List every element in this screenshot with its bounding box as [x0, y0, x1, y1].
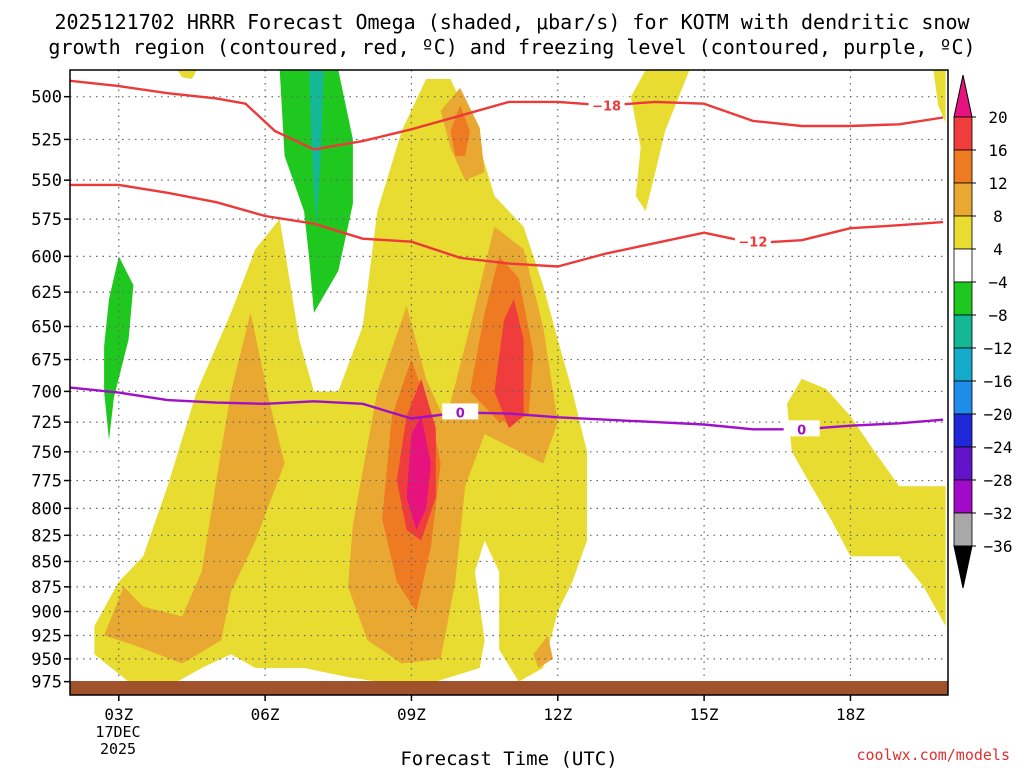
contour-label-2: 0	[456, 406, 465, 421]
plot-area: −18 −12 0 0	[69, 69, 949, 696]
x-tick-label: 18Z	[836, 705, 865, 724]
x-date-day: 17DEC	[95, 723, 140, 741]
colorbar-segment	[953, 413, 973, 448]
ground-strip	[70, 681, 948, 695]
colorbar-label: −24	[984, 438, 1013, 457]
shaded-regions	[94, 70, 946, 682]
omega-region--4-16	[104, 256, 134, 441]
y-tick-label: 900	[31, 603, 62, 623]
contour-label-bg	[442, 403, 479, 420]
colorbar-label: 4	[993, 240, 1003, 259]
contour-label-bg	[588, 96, 625, 113]
x-tick-label: 03Z	[104, 705, 133, 724]
colorbar-label: −12	[984, 339, 1013, 358]
x-axis-label: Forecast Time (UTC)	[400, 748, 617, 768]
y-tick-label: 575	[31, 210, 62, 230]
y-axis: 500 525 550 575 600 625 650 675 700 725 750 775 800 8…	[31, 88, 70, 693]
colorbar-segment	[953, 215, 973, 250]
y-tick-label: 675	[31, 351, 62, 371]
contour-label-3: 0	[797, 423, 806, 438]
chart-title-line1: 2025121702 HRRR Forecast Omega (shaded, …	[54, 10, 970, 34]
omega-region-8-5	[104, 312, 285, 664]
colorbar-label: −36	[984, 537, 1013, 556]
y-tick-label: 825	[31, 526, 62, 546]
plot-border	[69, 69, 949, 696]
colorbar-segment	[953, 314, 973, 349]
y-tick-label: 725	[31, 413, 62, 433]
chart-title-line2: growth region (contoured, red, ºC) and f…	[48, 35, 975, 59]
colorbar-segment	[953, 248, 973, 283]
omega-region-4-3	[177, 70, 197, 79]
y-tick-label: 600	[31, 247, 62, 267]
colorbar-bottom-arrow	[953, 545, 973, 589]
colorbar-label: 16	[988, 141, 1007, 160]
grid-lines	[70, 70, 948, 695]
omega-region-4-1	[630, 70, 690, 212]
credit-text: coolwx.com/models	[856, 746, 1010, 764]
contour--18	[70, 79, 944, 151]
y-tick-label: 925	[31, 627, 62, 647]
y-tick-label: 750	[31, 443, 62, 463]
x-tick-label: 06Z	[251, 705, 280, 724]
y-tick-label: 650	[31, 317, 62, 337]
contour-label-bg	[783, 420, 820, 437]
colorbar-segment	[953, 347, 973, 382]
x-axis: 03Z 06Z 09Z 12Z 15Z 18Z	[104, 695, 865, 724]
colorbar-label: −32	[984, 504, 1013, 523]
x-tick-label: 09Z	[397, 705, 426, 724]
x-tick-label: 15Z	[690, 705, 719, 724]
colorbar-segment	[953, 479, 973, 514]
omega-region-4-4	[787, 378, 946, 626]
colorbar-segment	[953, 149, 973, 184]
y-tick-label: 550	[31, 171, 62, 191]
colorbar-segment	[953, 512, 973, 547]
colorbar-label: 8	[993, 207, 1003, 226]
colorbar-label: −16	[984, 372, 1013, 391]
y-tick-label: 975	[31, 673, 62, 693]
colorbar-segment	[953, 116, 973, 151]
colorbar-label: −4	[988, 273, 1007, 292]
y-tick-label: 850	[31, 552, 62, 572]
omega-region-8-8	[533, 635, 553, 668]
x-date-year: 2025	[100, 740, 136, 758]
omega-region-20-14	[406, 416, 431, 530]
contour-label-bg	[734, 232, 771, 249]
colorbar: 20 16 12 8 4 −4 −8 −12 −16 −20 −24 −28 −32 −36	[953, 74, 1013, 589]
colorbar-label: −8	[988, 306, 1007, 325]
y-tick-label: 875	[31, 578, 62, 598]
colorbar-segment	[953, 446, 973, 481]
contour-label-0: −18	[592, 99, 621, 114]
x-tick-label: 12Z	[543, 705, 572, 724]
colorbar-segment	[953, 281, 973, 316]
contour-labels: −18 −12 0 0	[442, 96, 820, 438]
y-tick-label: 700	[31, 382, 62, 402]
contour-label-1: −12	[738, 236, 767, 251]
y-tick-label: 775	[31, 472, 62, 492]
colorbar-label: 12	[988, 174, 1007, 193]
contour--12	[70, 183, 944, 268]
y-tick-label: 800	[31, 499, 62, 519]
omega-region-4-2	[933, 70, 946, 123]
colorbar-top-arrow	[953, 74, 973, 118]
y-tick-label: 950	[31, 650, 62, 670]
colorbar-segment	[953, 182, 973, 217]
colorbar-label: 20	[988, 108, 1007, 127]
colorbar-label: −28	[984, 471, 1013, 490]
y-tick-label: 625	[31, 283, 62, 303]
omega-region-12-11	[450, 105, 470, 156]
colorbar-segment	[953, 380, 973, 415]
y-tick-label: 500	[31, 88, 62, 108]
omega-region-16-13	[494, 299, 524, 429]
colorbar-label: −20	[984, 405, 1013, 424]
y-tick-label: 525	[31, 130, 62, 150]
